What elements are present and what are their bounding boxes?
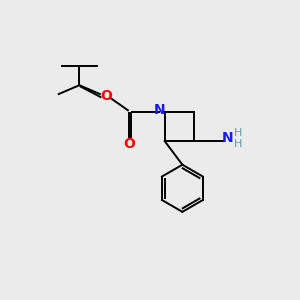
Text: O: O — [100, 88, 112, 103]
Text: N: N — [222, 131, 234, 145]
Text: O: O — [124, 136, 135, 151]
Text: H: H — [234, 128, 242, 138]
Text: H: H — [234, 139, 242, 149]
Text: N: N — [154, 103, 165, 117]
